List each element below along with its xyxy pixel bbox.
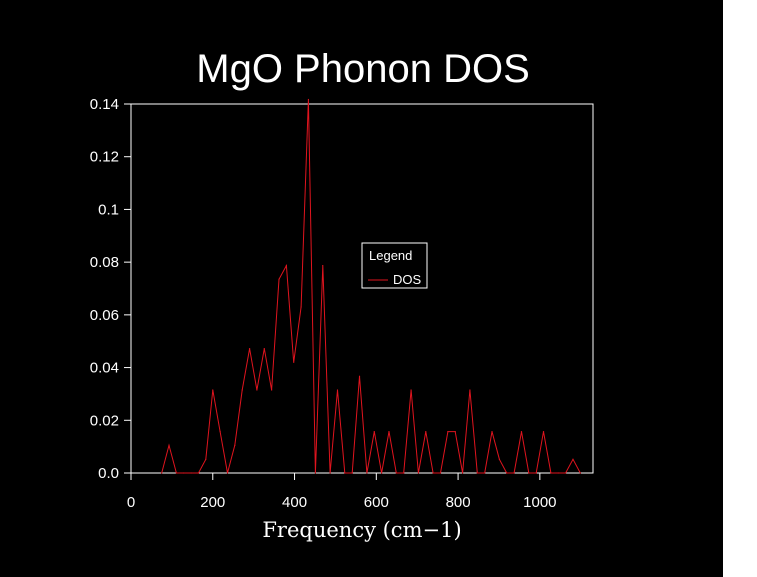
data-point (205, 458, 207, 460)
y-axis: 0.0 0.02 0.04 0.06 0.08 0.1 0.12 0.14 (90, 96, 131, 482)
data-point (168, 444, 170, 446)
data-point (520, 431, 523, 433)
data-point (300, 306, 302, 308)
data-point (241, 389, 243, 391)
x-axis: 0 200 400 600 800 1000 (127, 473, 557, 511)
legend: Legend DOS (361, 242, 428, 289)
data-point (506, 472, 508, 474)
data-point (439, 472, 442, 474)
data-point (557, 472, 559, 474)
data-point (366, 472, 368, 474)
data-point (476, 472, 478, 474)
plot-frame (130, 103, 594, 474)
chart-title: MgO Phonon DOS (196, 47, 530, 91)
data-point (461, 472, 464, 474)
x-tick-label: 400 (282, 494, 307, 511)
y-tick-label: 0.08 (90, 254, 119, 271)
data-point (285, 264, 287, 267)
data-point (454, 431, 456, 433)
data-point (403, 472, 405, 474)
data-point (329, 472, 331, 474)
data-point (550, 472, 552, 474)
x-tick-label: 0 (127, 494, 135, 511)
data-point (528, 472, 530, 474)
data-point (175, 472, 177, 474)
data-point (197, 472, 200, 474)
data-point (212, 389, 214, 391)
data-point (161, 472, 163, 474)
data-point (432, 472, 434, 474)
data-point (314, 472, 316, 474)
x-tick-label: 1000 (523, 494, 556, 511)
y-tick-label: 0.14 (90, 96, 119, 113)
data-point (248, 347, 251, 350)
series-layer (161, 98, 581, 474)
data-point (447, 431, 449, 433)
data-point (381, 472, 383, 474)
data-point (388, 431, 390, 433)
legend-title: Legend (369, 248, 412, 263)
data-point (307, 98, 310, 101)
data-point (344, 472, 346, 474)
x-tick-label: 200 (200, 494, 225, 511)
data-point (535, 472, 537, 474)
legend-label: DOS (393, 272, 422, 287)
data-point (190, 472, 192, 474)
data-point (484, 472, 486, 474)
data-point (183, 472, 185, 474)
y-tick-label: 0.1 (98, 201, 119, 218)
data-point (278, 278, 280, 280)
data-point (417, 472, 420, 474)
data-point (336, 389, 339, 391)
y-tick-label: 0.04 (90, 360, 119, 377)
data-point (579, 472, 581, 474)
data-point (469, 389, 471, 391)
data-point (256, 389, 258, 391)
y-tick-label: 0.06 (90, 307, 119, 324)
data-point (271, 389, 273, 391)
y-tick-label: 0.02 (90, 412, 119, 429)
data-point (491, 431, 493, 433)
data-point (565, 472, 567, 474)
data-point (542, 431, 545, 433)
data-point (322, 264, 324, 267)
data-point (263, 347, 265, 350)
series-line-dos (161, 99, 581, 474)
data-point (373, 431, 375, 433)
data-point (395, 472, 397, 474)
x-tick-label: 800 (446, 494, 471, 511)
data-point (513, 472, 515, 474)
data-point (234, 444, 236, 446)
x-tick-label: 600 (364, 494, 389, 511)
data-point (425, 431, 427, 433)
data-point (498, 458, 500, 460)
data-point (410, 389, 412, 391)
x-axis-label: Frequency (cm−1) (262, 518, 461, 542)
data-point (226, 472, 229, 474)
data-point (293, 361, 295, 363)
data-point (572, 458, 574, 460)
data-point (219, 431, 221, 433)
data-point (358, 375, 361, 377)
y-tick-label: 0.12 (90, 149, 119, 166)
data-point (351, 472, 353, 474)
y-tick-label: 0.0 (98, 465, 119, 482)
